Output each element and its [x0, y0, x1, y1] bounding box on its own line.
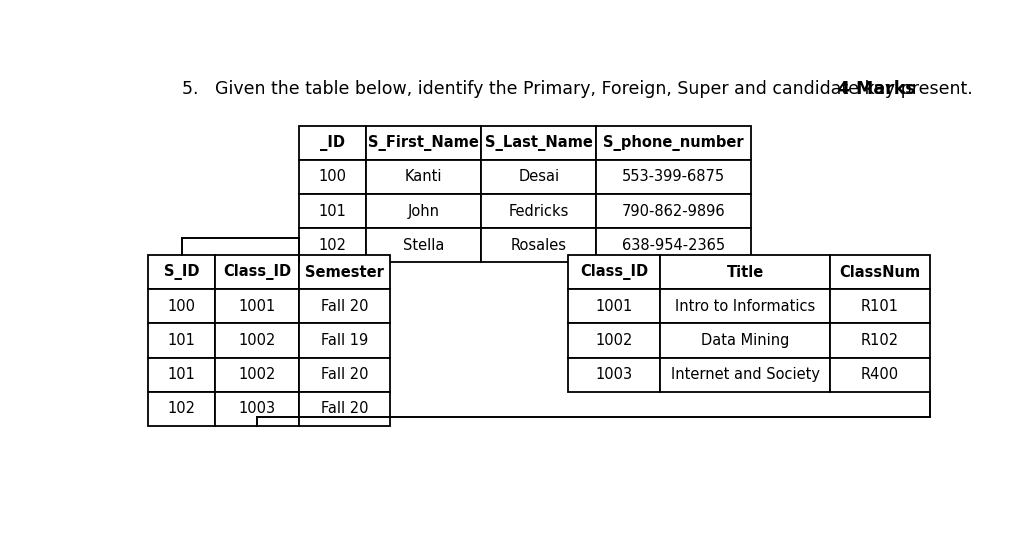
Text: Stella: Stella: [402, 238, 444, 253]
FancyBboxPatch shape: [215, 358, 299, 392]
FancyBboxPatch shape: [481, 194, 596, 228]
Text: S_Last_Name: S_Last_Name: [484, 134, 593, 151]
FancyBboxPatch shape: [299, 160, 367, 194]
Text: _ID: _ID: [319, 134, 345, 151]
FancyBboxPatch shape: [568, 358, 659, 392]
FancyBboxPatch shape: [367, 194, 481, 228]
FancyBboxPatch shape: [299, 289, 390, 324]
FancyBboxPatch shape: [659, 324, 830, 358]
Text: ClassNum: ClassNum: [840, 264, 921, 280]
Text: 102: 102: [168, 402, 196, 416]
FancyBboxPatch shape: [147, 324, 215, 358]
Text: R102: R102: [861, 333, 899, 348]
Text: Semester: Semester: [305, 264, 384, 280]
FancyBboxPatch shape: [659, 358, 830, 392]
FancyBboxPatch shape: [481, 160, 596, 194]
FancyBboxPatch shape: [147, 255, 215, 289]
Text: 1002: 1002: [239, 367, 275, 382]
Text: Desai: Desai: [518, 170, 559, 184]
FancyBboxPatch shape: [830, 289, 930, 324]
FancyBboxPatch shape: [367, 126, 481, 160]
Text: 100: 100: [318, 170, 346, 184]
Text: John: John: [408, 204, 439, 218]
Text: 1003: 1003: [239, 402, 275, 416]
FancyBboxPatch shape: [596, 228, 751, 262]
FancyBboxPatch shape: [299, 324, 390, 358]
Text: 4 Marks: 4 Marks: [839, 80, 915, 98]
FancyBboxPatch shape: [596, 126, 751, 160]
FancyBboxPatch shape: [659, 255, 830, 289]
Text: 1001: 1001: [595, 299, 633, 314]
Text: Rosales: Rosales: [511, 238, 566, 253]
Text: R101: R101: [861, 299, 899, 314]
FancyBboxPatch shape: [659, 289, 830, 324]
Text: S_ID: S_ID: [164, 264, 200, 280]
FancyBboxPatch shape: [830, 255, 930, 289]
FancyBboxPatch shape: [568, 324, 659, 358]
FancyBboxPatch shape: [215, 392, 299, 426]
Text: 101: 101: [168, 333, 196, 348]
FancyBboxPatch shape: [147, 392, 215, 426]
Text: 101: 101: [168, 367, 196, 382]
FancyBboxPatch shape: [481, 126, 596, 160]
Text: Intro to Informatics: Intro to Informatics: [675, 299, 815, 314]
Text: 553-399-6875: 553-399-6875: [622, 170, 725, 184]
FancyBboxPatch shape: [481, 228, 596, 262]
Text: Internet and Society: Internet and Society: [671, 367, 819, 382]
FancyBboxPatch shape: [215, 255, 299, 289]
Text: 5.   Given the table below, identify the Primary, Foreign, Super and candidate k: 5. Given the table below, identify the P…: [182, 80, 973, 98]
FancyBboxPatch shape: [299, 126, 367, 160]
Text: 1002: 1002: [595, 333, 633, 348]
Text: S_First_Name: S_First_Name: [369, 134, 479, 151]
Text: 1001: 1001: [239, 299, 275, 314]
Text: 790-862-9896: 790-862-9896: [622, 204, 725, 218]
FancyBboxPatch shape: [830, 358, 930, 392]
FancyBboxPatch shape: [830, 324, 930, 358]
Text: 102: 102: [318, 238, 346, 253]
Text: S_phone_number: S_phone_number: [603, 134, 743, 151]
Text: Fall 19: Fall 19: [321, 333, 368, 348]
FancyBboxPatch shape: [299, 194, 367, 228]
Text: Data Mining: Data Mining: [700, 333, 790, 348]
FancyBboxPatch shape: [596, 160, 751, 194]
FancyBboxPatch shape: [215, 324, 299, 358]
Text: Class_ID: Class_ID: [580, 264, 648, 280]
Text: Fall 20: Fall 20: [321, 367, 368, 382]
FancyBboxPatch shape: [299, 228, 367, 262]
FancyBboxPatch shape: [215, 289, 299, 324]
FancyBboxPatch shape: [299, 255, 390, 289]
FancyBboxPatch shape: [568, 255, 659, 289]
Text: 638-954-2365: 638-954-2365: [622, 238, 725, 253]
FancyBboxPatch shape: [147, 358, 215, 392]
FancyBboxPatch shape: [596, 194, 751, 228]
Text: 1003: 1003: [596, 367, 633, 382]
Text: Class_ID: Class_ID: [223, 264, 291, 280]
FancyBboxPatch shape: [568, 289, 659, 324]
Text: 100: 100: [168, 299, 196, 314]
Text: 1002: 1002: [239, 333, 275, 348]
FancyBboxPatch shape: [367, 228, 481, 262]
Text: Fall 20: Fall 20: [321, 402, 368, 416]
Text: Fedricks: Fedricks: [509, 204, 569, 218]
FancyBboxPatch shape: [367, 160, 481, 194]
Text: Fall 20: Fall 20: [321, 299, 368, 314]
FancyBboxPatch shape: [299, 392, 390, 426]
FancyBboxPatch shape: [147, 289, 215, 324]
Text: 101: 101: [318, 204, 346, 218]
Text: R400: R400: [861, 367, 899, 382]
Text: Kanti: Kanti: [404, 170, 442, 184]
Text: Title: Title: [726, 264, 764, 280]
FancyBboxPatch shape: [299, 358, 390, 392]
